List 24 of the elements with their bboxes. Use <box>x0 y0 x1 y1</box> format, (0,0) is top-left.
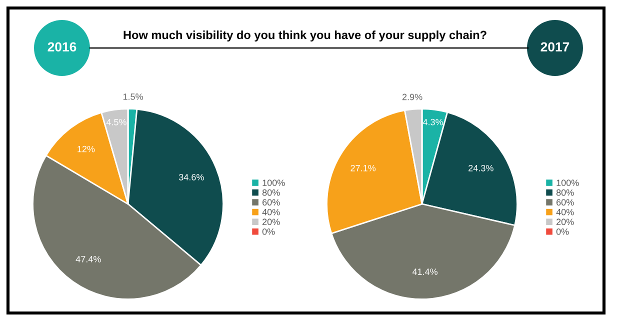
legend-label: 80% <box>262 189 280 196</box>
data-label: 34.6% <box>178 174 204 180</box>
data-label: 27.1% <box>350 164 376 172</box>
legend-label: 0% <box>262 228 275 235</box>
chart-subtitle: 2017 <box>540 42 570 52</box>
legend-label: 100% <box>556 180 579 186</box>
data-label: 24.3% <box>468 164 494 172</box>
data-label: 1.5% <box>123 94 143 100</box>
legend-label: 20% <box>556 218 574 226</box>
data-label: 12% <box>78 146 95 152</box>
legend-label: 100% <box>262 180 285 186</box>
data-label: 41.4% <box>412 268 438 275</box>
legend-label: 0% <box>556 228 569 235</box>
legend-label: 40% <box>556 208 574 216</box>
data-label: 4.3% <box>422 118 443 126</box>
legend-label: 60% <box>556 199 574 206</box>
legend-label: 80% <box>556 189 574 196</box>
chart-subtitle: 2016 <box>48 42 76 52</box>
data-label: 47.4% <box>76 256 101 262</box>
legend-label: 40% <box>262 208 280 216</box>
legend-label: 20% <box>262 218 280 226</box>
data-label: 2.9% <box>402 94 422 100</box>
chart-title: How much visibility do you think you have of your supply chain? <box>124 30 486 42</box>
legend-label: 60% <box>262 199 280 206</box>
